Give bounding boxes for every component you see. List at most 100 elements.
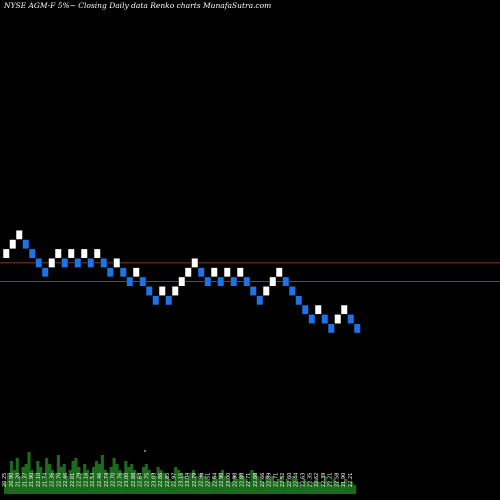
volume-bar [97, 464, 101, 494]
volume-bar [48, 464, 52, 494]
volume-bar [291, 476, 295, 494]
volume-bar [273, 482, 277, 494]
volume-bar [156, 467, 160, 494]
volume-bar [282, 482, 286, 494]
x-tick-label: 22.76 [117, 473, 123, 487]
x-tick-label: 22.29 [77, 473, 83, 487]
x-tick-label: 22.89 [267, 473, 273, 487]
x-tick-label: 22.35 [307, 473, 313, 487]
volume-bar [253, 473, 257, 494]
x-tick-label: 22.80 [239, 473, 245, 487]
renko-brick-down [41, 267, 49, 278]
x-tick-label: 22.98 [233, 473, 239, 487]
x-tick-label: 22.53 [90, 473, 96, 487]
x-tick-label: 23.03 [151, 473, 157, 487]
volume-bar [168, 479, 172, 494]
x-tick-label: 22.86 [158, 473, 164, 487]
renko-brick-down [243, 276, 251, 287]
volume-bar [71, 461, 75, 494]
renko-brick-up [93, 248, 101, 259]
x-tick-label: 21.37 [22, 473, 28, 487]
volume-bar [115, 464, 119, 494]
volume-bar [144, 464, 148, 494]
volume-bar [83, 464, 87, 494]
volume-bar [124, 461, 128, 494]
x-tick-label: 22.10 [36, 473, 42, 487]
x-tick-label: 22.71 [273, 473, 279, 487]
renko-brick-up [54, 248, 62, 259]
volume-bar [150, 473, 154, 494]
volume-bar [24, 464, 28, 494]
x-tick-labels: 20.25 20.90 21.20 21.37 21.90 22.10 21.74 22.36… [2, 473, 354, 487]
volume-bar [182, 476, 187, 494]
x-tick-label: 22.39 [321, 473, 327, 487]
volume-bar [326, 482, 330, 494]
volume-bar [212, 476, 216, 494]
renko-brick-down [301, 304, 309, 315]
x-tick-label: 21.20 [16, 473, 22, 487]
renko-brick-up [184, 267, 192, 278]
volume-bar [203, 476, 207, 494]
x-tick-label: 22.66 [260, 473, 266, 487]
volume-bar [332, 479, 336, 494]
volume-bar [329, 485, 333, 494]
chart-title: NYSE AGM-F 5%~ Closing Daily data Renko … [3, 1, 271, 10]
volume-marker [144, 450, 146, 452]
x-tick-label: 22.21 [328, 473, 334, 487]
volume-bar [36, 461, 40, 494]
renko-bricks [2, 229, 361, 334]
volume-bar [15, 458, 19, 494]
x-tick-label: 23.04 [185, 473, 191, 487]
renko-brick-up [80, 248, 88, 259]
renko-brick-up [9, 239, 17, 250]
renko-brick-down [327, 323, 335, 334]
volume-bar [270, 476, 275, 494]
volume-bar [303, 479, 307, 494]
volume-bar [94, 461, 99, 494]
volume-bar [209, 482, 213, 494]
volume-bar [9, 461, 13, 494]
volume-bar [180, 473, 184, 494]
x-tick-label: 22.64 [212, 473, 218, 487]
volume-bar [256, 476, 260, 494]
volume-bar [33, 473, 37, 494]
x-tick-label: 22.21 [348, 473, 354, 487]
volume-bar [53, 473, 57, 494]
volume-bar [68, 470, 72, 494]
renko-brick-up [132, 267, 140, 278]
renko-brick-up [210, 267, 218, 278]
x-tick-label: 20.25 [2, 473, 8, 487]
volume-bar [62, 464, 66, 494]
renko-brick-up [113, 257, 121, 268]
volume-bar [12, 470, 16, 494]
volume-bar [300, 485, 304, 494]
volume-bar [226, 479, 231, 494]
renko-brick-down [74, 257, 82, 268]
volume-bar [323, 476, 327, 494]
volume-bar [320, 485, 324, 494]
renko-brick-up [262, 286, 270, 296]
renko-brick-down [106, 267, 114, 278]
volume-bar [103, 470, 107, 494]
x-tick-label: 22.70 [56, 473, 62, 487]
volume-bar [262, 482, 266, 494]
volume-bar [112, 458, 116, 494]
volume-bar [77, 467, 81, 494]
x-tick-label: 22.90 [219, 473, 225, 487]
volume-bar [241, 476, 245, 494]
volume-bar [153, 476, 157, 494]
volume-bar [185, 479, 189, 494]
volume-bar [171, 482, 175, 494]
x-tick-label: 22.52 [280, 473, 286, 487]
renko-brick-down [28, 248, 36, 259]
volume-bar [141, 467, 145, 494]
renko-brick-down [256, 295, 264, 306]
x-tick-label: 22.44 [294, 473, 300, 487]
renko-brick-up [191, 257, 199, 268]
renko-brick-up [275, 267, 283, 278]
renko-brick-down [197, 267, 205, 278]
renko-brick-down [321, 314, 329, 324]
renko-brick-down [165, 295, 173, 306]
volume-bar [353, 485, 357, 494]
renko-brick-down [204, 276, 212, 287]
